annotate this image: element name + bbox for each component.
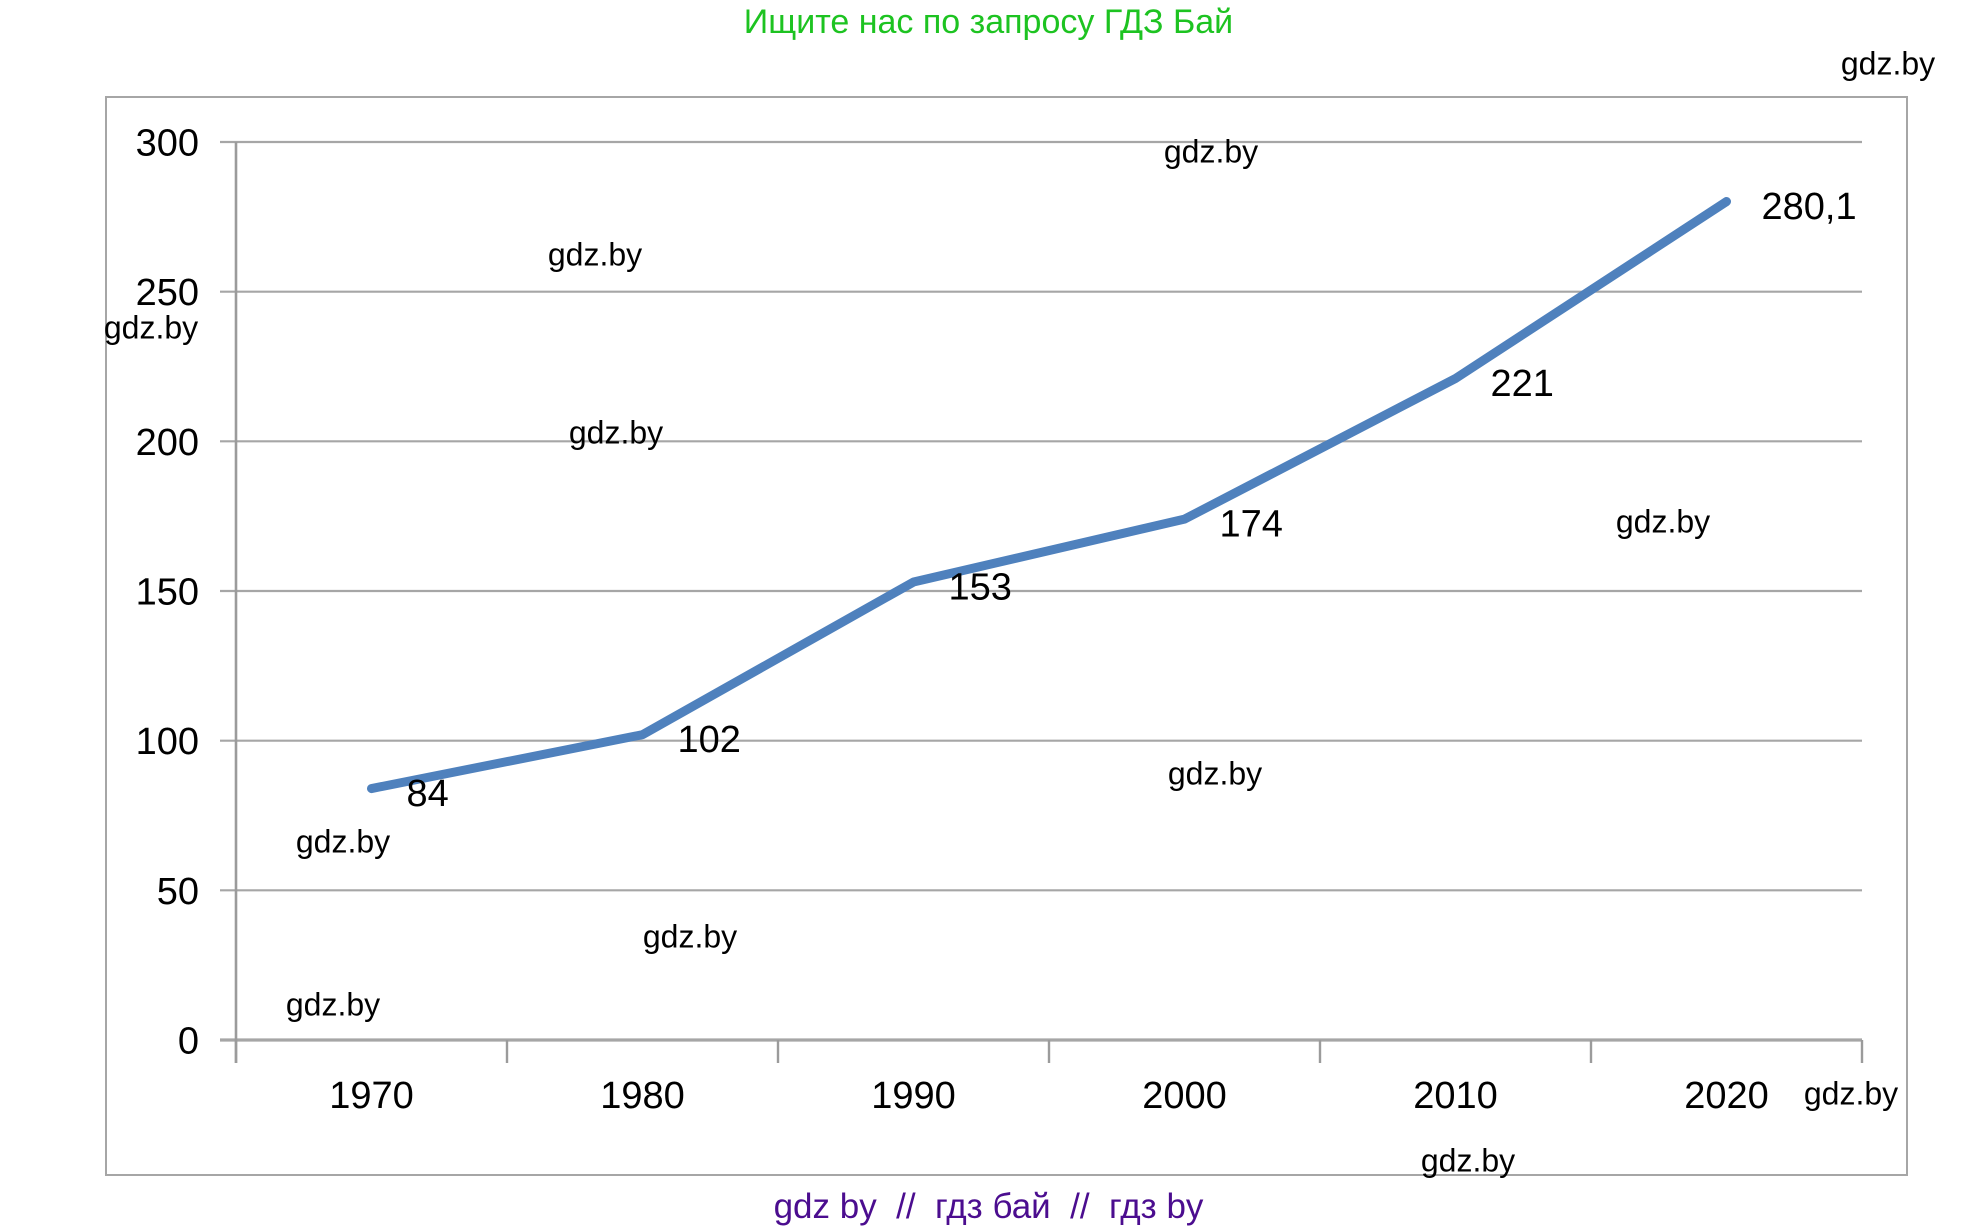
x-axis-label-1990: 1990 xyxy=(871,1075,956,1117)
watermark-gdzby-3: gdz.by xyxy=(547,236,643,273)
data-label-2000: 174 xyxy=(1220,504,1283,546)
y-axis-label-0: 0 xyxy=(178,1021,199,1063)
footer-search-queries: gdz by // гдз бай // гдз by xyxy=(773,1187,1204,1226)
data-label-1970: 84 xyxy=(407,773,449,815)
data-label-1980: 102 xyxy=(678,719,741,761)
x-axis-label-1970: 1970 xyxy=(329,1075,414,1117)
y-axis-label-50: 50 xyxy=(157,871,199,913)
watermark-gdzby-5: gdz.by xyxy=(568,414,664,451)
watermark-gdzby-9: gdz.by xyxy=(642,918,738,955)
series-line xyxy=(367,197,1731,794)
y-axis-label-200: 200 xyxy=(136,422,199,464)
page-title: Ищите нас по запросу ГДЗ Бай xyxy=(743,3,1234,41)
x-axis-label-1980: 1980 xyxy=(600,1075,685,1117)
x-axis-label-2020: 2020 xyxy=(1684,1075,1769,1117)
watermark-gdzby-1: gdz.by xyxy=(1840,45,1936,82)
y-axis-label-300: 300 xyxy=(136,123,199,165)
watermark-gdzby-2: gdz.by xyxy=(1163,133,1259,170)
watermark-gdzby-11: gdz.by xyxy=(1803,1075,1899,1112)
watermark-gdzby-4: gdz.by xyxy=(103,309,199,346)
y-axis-label-150: 150 xyxy=(136,572,199,614)
y-axis-label-100: 100 xyxy=(136,721,199,763)
data-label-2020: 280,1 xyxy=(1762,186,1857,228)
watermark-gdzby-6: gdz.by xyxy=(1615,503,1711,540)
watermark-gdzby-12: gdz.by xyxy=(1420,1142,1516,1179)
y-axis-label-250: 250 xyxy=(136,272,199,314)
x-axis-label-2000: 2000 xyxy=(1142,1075,1227,1117)
watermark-gdzby-10: gdz.by xyxy=(285,986,381,1023)
data-label-2010: 221 xyxy=(1491,363,1554,405)
data-label-1990: 153 xyxy=(949,567,1012,609)
x-axis-label-2010: 2010 xyxy=(1413,1075,1498,1117)
watermark-gdzby-7: gdz.by xyxy=(1167,755,1263,792)
watermark-gdzby-8: gdz.by xyxy=(295,823,391,860)
